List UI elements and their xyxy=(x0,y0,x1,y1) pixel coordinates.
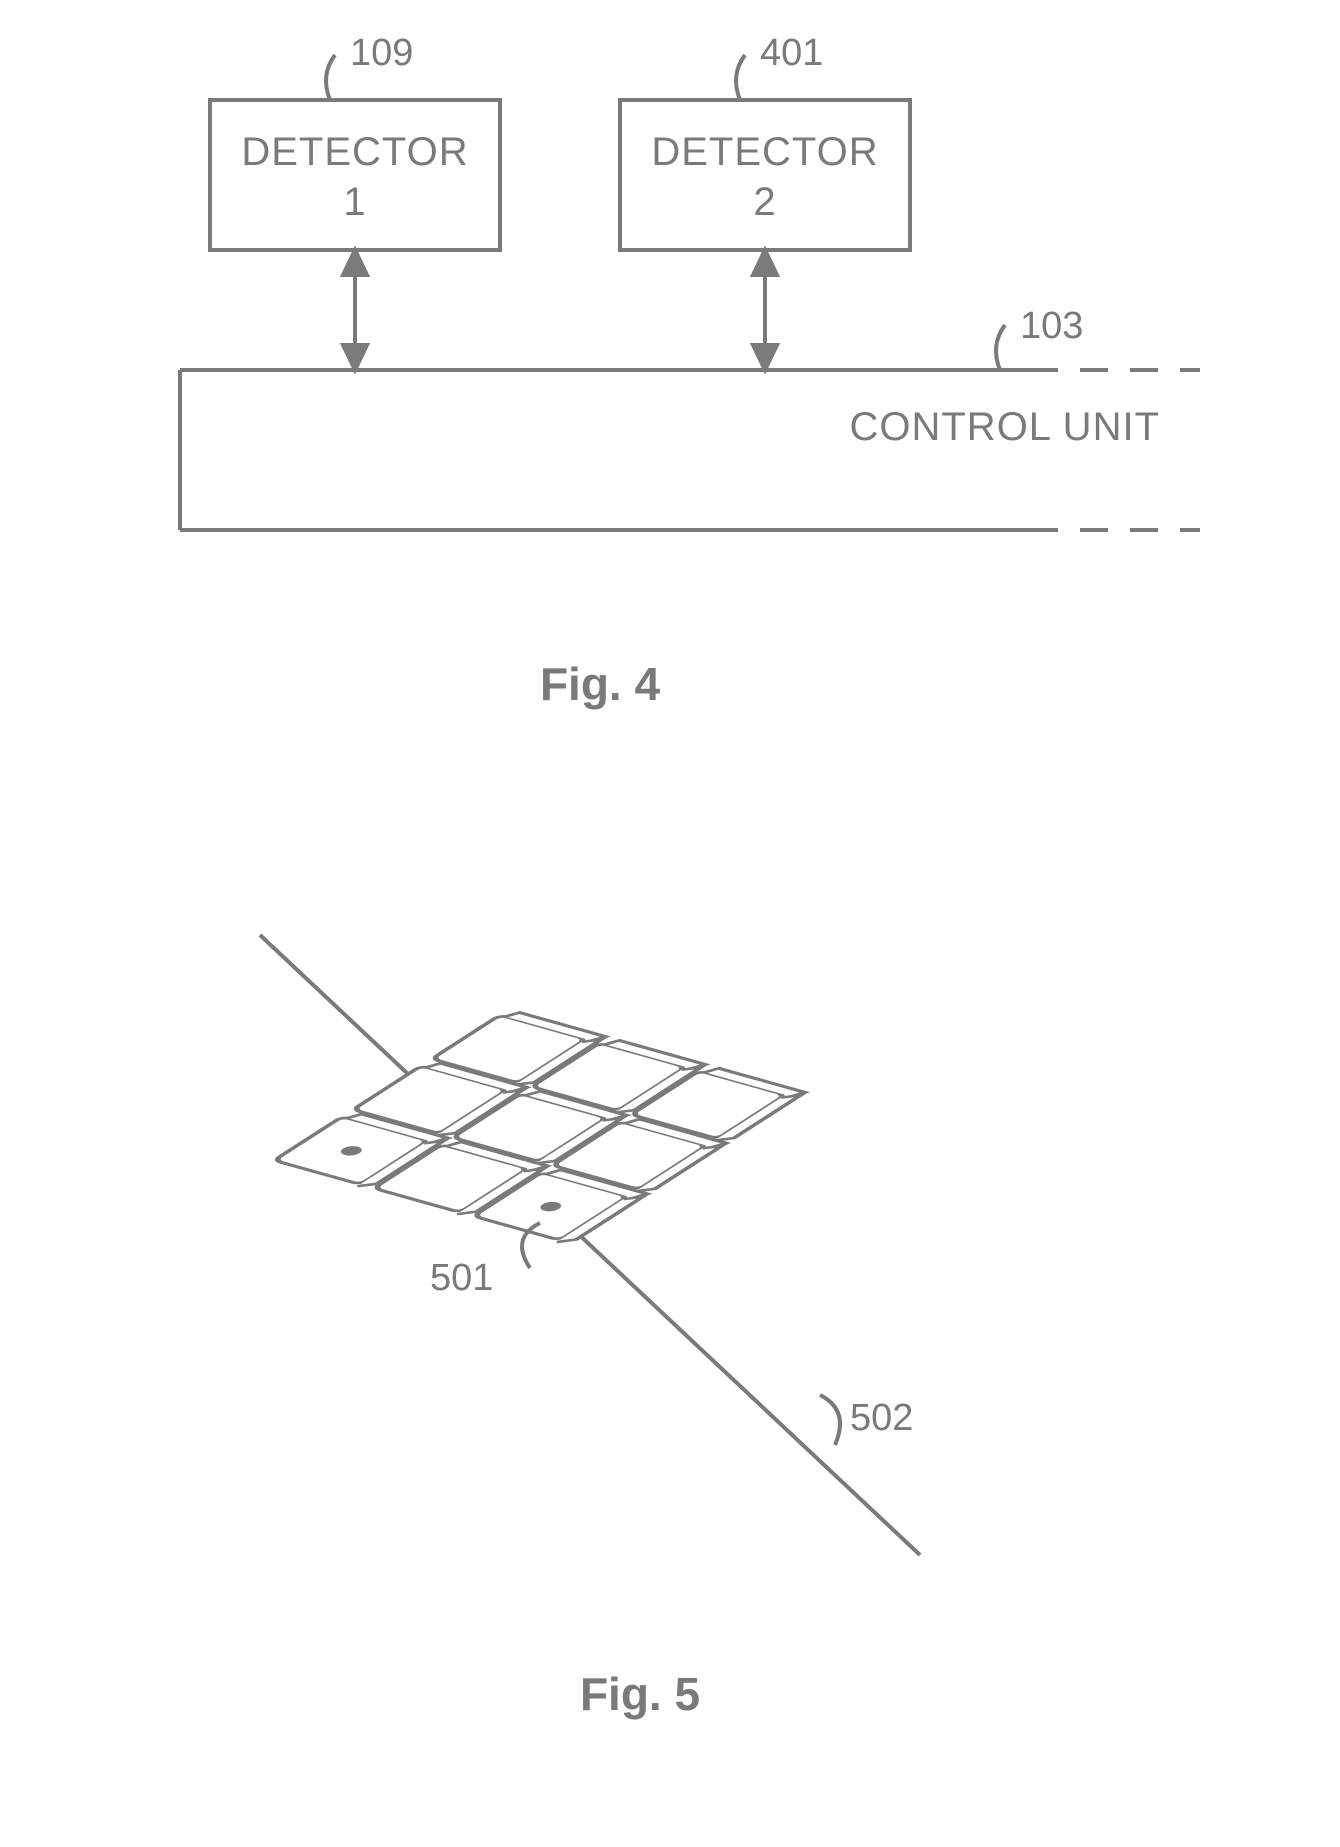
fig5-caption: Fig. 5 xyxy=(580,1668,700,1720)
fig4-group: DETECTOR 1 109 DETECTOR 2 401 CONTROL UN… xyxy=(180,32,1200,710)
ref-501-label: 501 xyxy=(430,1257,493,1299)
detector2-block: DETECTOR 2 401 xyxy=(620,32,910,250)
control-unit-label: CONTROL UNIT xyxy=(849,405,1160,449)
detector1-label-1: DETECTOR xyxy=(241,130,468,174)
detector2-label-2: 2 xyxy=(753,180,776,224)
arrow-detector2-control xyxy=(753,250,777,370)
fig5-diagonal-line xyxy=(260,935,920,1555)
control-unit-ref: 103 xyxy=(1020,305,1083,347)
ref-502-label: 502 xyxy=(850,1397,913,1439)
detector1-label-2: 1 xyxy=(343,180,366,224)
detector1-block: DETECTOR 1 109 xyxy=(210,32,500,250)
detector1-box xyxy=(210,100,500,250)
detector2-box xyxy=(620,100,910,250)
fig5-group: 501 502 Fig. 5 xyxy=(260,935,920,1720)
fig4-caption: Fig. 4 xyxy=(540,658,661,710)
detector2-ref-hook xyxy=(736,55,745,100)
figures-canvas: DETECTOR 1 109 DETECTOR 2 401 CONTROL UN… xyxy=(0,0,1340,1847)
control-unit-block: CONTROL UNIT 103 xyxy=(180,305,1200,530)
control-ref-hook xyxy=(996,325,1005,370)
ref-502: 502 xyxy=(820,1395,913,1445)
arrow-detector1-control xyxy=(343,250,367,370)
detector1-ref: 109 xyxy=(350,32,413,74)
tile-grid xyxy=(271,1009,805,1245)
detector1-ref-hook xyxy=(326,55,335,100)
detector2-label-1: DETECTOR xyxy=(651,130,878,174)
ref-501: 501 xyxy=(430,1223,540,1299)
detector2-ref: 401 xyxy=(760,32,823,74)
